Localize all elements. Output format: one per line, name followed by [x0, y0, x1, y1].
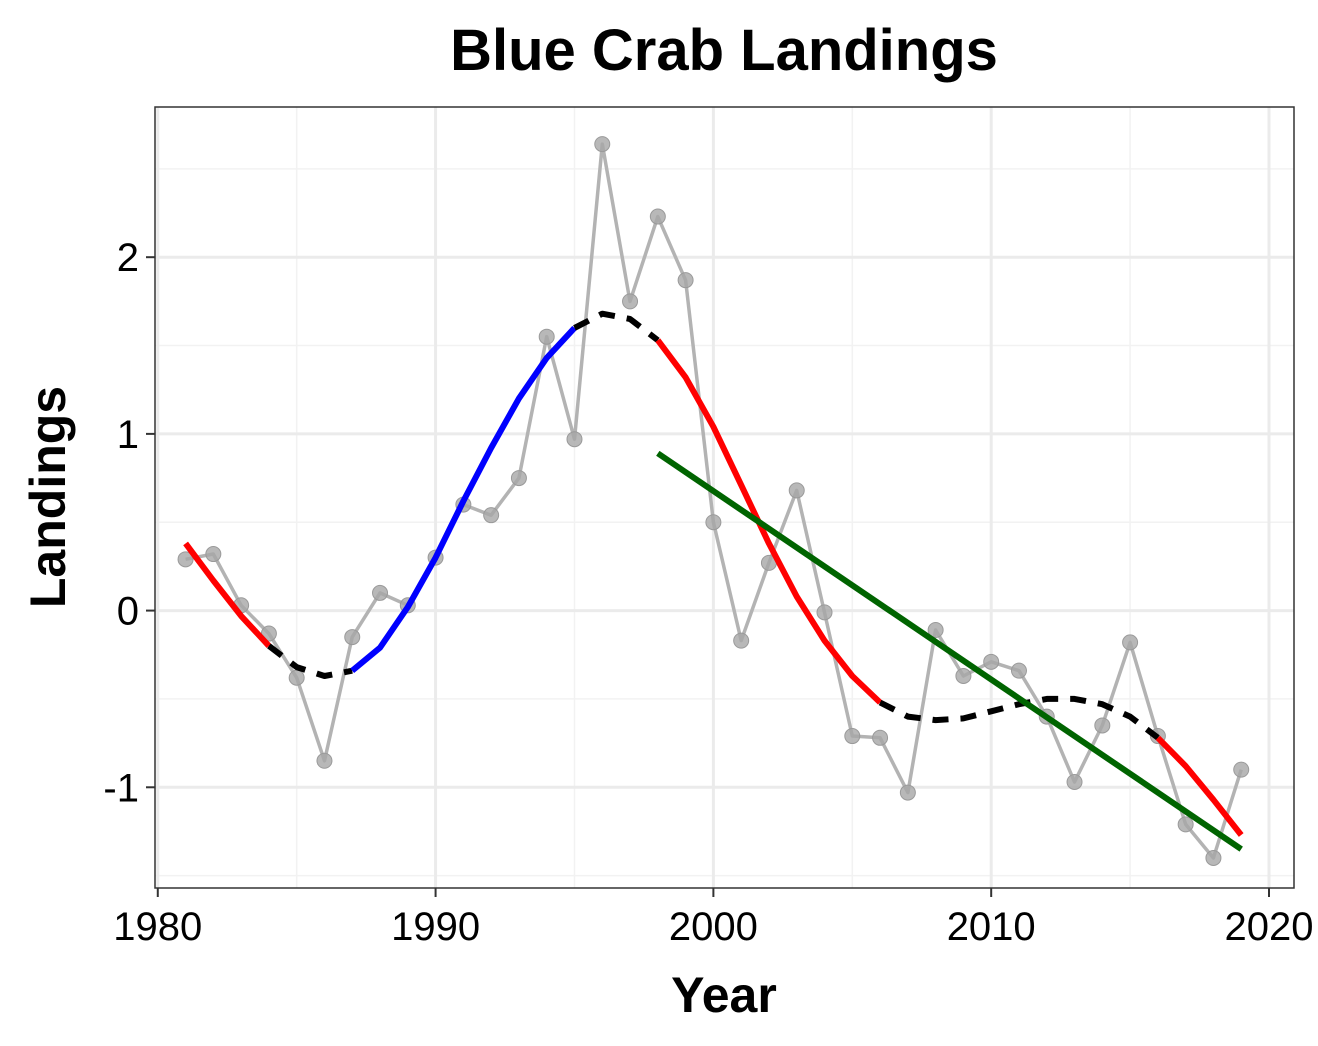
observed-point	[788, 482, 805, 499]
observed-point	[483, 507, 500, 524]
y-axis-title: Landings	[20, 386, 76, 608]
observed-point	[1177, 816, 1194, 833]
x-tick-label: 1990	[391, 905, 480, 949]
observed-point	[372, 584, 389, 601]
observed-point	[1094, 717, 1111, 734]
smooth-segment-no-trend	[878, 695, 1160, 741]
smooth-segment-increasing	[350, 325, 577, 674]
observed-point	[538, 328, 555, 345]
observed-point	[344, 629, 361, 646]
observed-point	[1122, 634, 1139, 651]
observed-point	[1066, 773, 1083, 790]
y-tick-label: -1	[103, 766, 139, 810]
grid	[155, 107, 1294, 888]
observed-point	[177, 551, 194, 568]
observed-point	[566, 431, 583, 448]
x-tick-label: 1980	[113, 905, 202, 949]
linear-trend-series	[656, 450, 1243, 852]
observed-point	[844, 728, 861, 745]
y-tick-label: 1	[117, 413, 139, 457]
observed-point	[677, 272, 694, 289]
smooth-segment-no-trend	[573, 310, 660, 343]
observed-point	[816, 604, 833, 621]
observed-point	[983, 653, 1000, 670]
x-tick-label: 2010	[947, 905, 1036, 949]
observed-point	[733, 632, 750, 649]
observed-point	[510, 470, 527, 487]
chart-title: Blue Crab Landings	[450, 18, 998, 83]
linear-trend-line	[656, 450, 1243, 852]
smoothed-trend-series	[183, 310, 1244, 837]
observed-point	[288, 669, 305, 686]
observed-point	[872, 729, 889, 746]
plot-panel-border	[154, 106, 1295, 889]
smooth-segment-decreasing	[655, 338, 883, 705]
observed-point	[622, 293, 639, 310]
axes: 1980 1990 2000 2010 2020 -1 0 1 2	[103, 236, 1313, 949]
y-tick-label: 0	[117, 590, 139, 634]
observed-point	[705, 514, 722, 531]
observed-point	[205, 546, 222, 563]
observed-point	[927, 622, 944, 639]
observed-point	[594, 136, 611, 153]
observed-point	[316, 752, 333, 769]
observed-point	[1205, 849, 1222, 866]
observed-series	[177, 136, 1250, 866]
observed-point	[649, 208, 666, 225]
x-axis-title: Year	[671, 967, 777, 1023]
x-tick-label: 2000	[669, 905, 758, 949]
y-tick-label: 2	[117, 236, 139, 280]
observed-point	[899, 784, 916, 801]
x-tick-label: 2020	[1225, 905, 1314, 949]
observed-point	[1010, 662, 1027, 679]
smooth-segment-decreasing	[183, 541, 272, 648]
observed-point	[1233, 761, 1250, 778]
smooth-segment-decreasing	[1155, 735, 1244, 837]
observed-point	[955, 667, 972, 684]
